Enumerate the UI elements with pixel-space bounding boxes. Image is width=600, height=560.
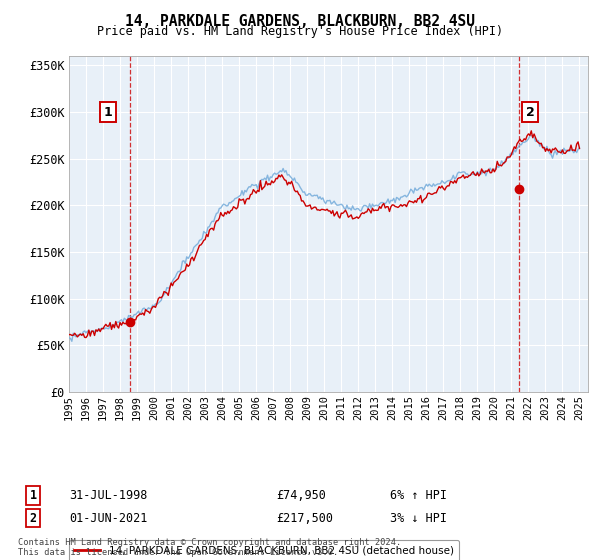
Text: £217,500: £217,500 <box>276 511 333 525</box>
Text: £74,950: £74,950 <box>276 489 326 502</box>
Text: 01-JUN-2021: 01-JUN-2021 <box>69 511 148 525</box>
Text: 2: 2 <box>29 511 37 525</box>
Text: 1: 1 <box>29 489 37 502</box>
Text: 14, PARKDALE GARDENS, BLACKBURN, BB2 4SU: 14, PARKDALE GARDENS, BLACKBURN, BB2 4SU <box>125 14 475 29</box>
Text: Price paid vs. HM Land Registry's House Price Index (HPI): Price paid vs. HM Land Registry's House … <box>97 25 503 38</box>
Text: 31-JUL-1998: 31-JUL-1998 <box>69 489 148 502</box>
Text: 3% ↓ HPI: 3% ↓ HPI <box>390 511 447 525</box>
Text: 2: 2 <box>526 105 535 119</box>
Legend: 14, PARKDALE GARDENS, BLACKBURN, BB2 4SU (detached house), HPI: Average price, d: 14, PARKDALE GARDENS, BLACKBURN, BB2 4SU… <box>69 540 459 560</box>
Text: Contains HM Land Registry data © Crown copyright and database right 2024.
This d: Contains HM Land Registry data © Crown c… <box>18 538 401 557</box>
Text: 1: 1 <box>104 105 113 119</box>
Text: 6% ↑ HPI: 6% ↑ HPI <box>390 489 447 502</box>
